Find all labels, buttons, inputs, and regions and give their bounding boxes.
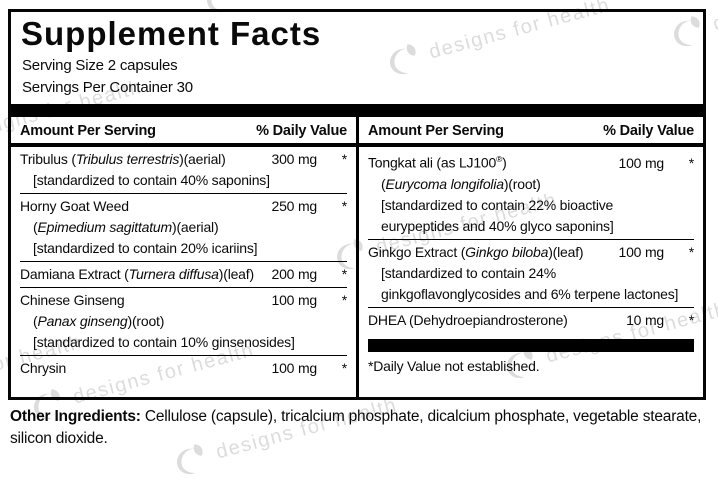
ingredient-detail: (Eurycoma longifolia)(root) <box>381 175 541 192</box>
ingredient-detail: (Panax ginseng)(root) <box>33 313 165 329</box>
ingredient-row: Horny Goat Weed 250 mg * (Epimedium sagitta… <box>20 193 347 261</box>
ingredient-daily-value: * <box>341 151 347 167</box>
watermark-text: designs for health <box>244 0 430 2</box>
daily-value-header: % Daily Value <box>256 123 347 139</box>
ingredient-daily-value: * <box>688 243 694 260</box>
ingredient-daily-value: * <box>341 266 347 282</box>
footnote-divider-bar <box>368 338 694 352</box>
other-ingredients-label: Other Ingredients: <box>10 408 141 425</box>
daily-value-header: % Daily Value <box>603 123 694 139</box>
ingredient-amount: 10 mg <box>626 311 664 328</box>
watermark-text: designs for health <box>710 0 718 36</box>
column-right: Amount Per Serving % Daily Value Tongkat… <box>359 117 703 397</box>
other-ingredients-text: Cellulose (capsule), tricalcium phosphat… <box>10 408 702 447</box>
ingredient-name: Chrysin <box>20 360 67 376</box>
column-left: Amount Per Serving % Daily Value Tribulu… <box>11 117 356 397</box>
ingredient-row: DHEA (Dehydroepiandrosterone) 10 mg * <box>368 306 694 333</box>
amount-per-serving-header: Amount Per Serving <box>368 123 504 139</box>
ingredient-name: Ginkgo Extract (Ginkgo biloba)(leaf) <box>368 243 584 260</box>
ingredient-rows: Tongkat ali (as LJ100®) 100 mg * (Eurycoma … <box>368 147 694 333</box>
ingredient-detail: ginkgoflavonglycosides and 6% terpene la… <box>381 285 679 302</box>
supplement-facts-title: Supplement Facts <box>21 15 322 52</box>
ingredient-row: Chrysin 100 mg * <box>20 355 347 381</box>
servings-per-container: Servings Per Container 30 <box>22 79 193 96</box>
column-divider <box>356 117 359 397</box>
ingredient-detail: (Epimedium sagittatum)(aerial) <box>33 219 219 235</box>
ingredient-name: DHEA (Dehydroepiandrosterone) <box>368 311 568 328</box>
column-header: Amount Per Serving % Daily Value <box>11 117 356 147</box>
daily-value-footnote: *Daily Value not established. <box>368 357 540 374</box>
ingredient-detail: [standardized to contain 20% icariins] <box>33 240 258 256</box>
ingredient-amount: 100 mg <box>271 292 318 308</box>
ingredient-amount: 200 mg <box>271 266 318 282</box>
ingredient-name: Tongkat ali (as LJ100®) <box>368 154 507 171</box>
ingredient-daily-value: * <box>688 154 694 171</box>
ingredient-detail: [standardized to contain 10% ginsenoside… <box>33 334 295 350</box>
ingredient-amount: 100 mg <box>271 360 318 376</box>
ingredient-detail: [standardized to contain 22% bioactive <box>381 196 614 213</box>
ingredient-name: Horny Goat Weed <box>20 198 129 214</box>
ingredient-amount: 250 mg <box>271 198 318 214</box>
serving-size: Serving Size 2 capsules <box>22 57 178 74</box>
other-ingredients: Other Ingredients: Cellulose (capsule), … <box>10 406 704 450</box>
supplement-facts-panel: Supplement Facts Serving Size 2 capsules… <box>8 9 706 400</box>
ingredient-detail: eurypeptides and 40% glyco saponins] <box>381 217 614 234</box>
header-divider-bar <box>11 104 703 117</box>
amount-per-serving-header: Amount Per Serving <box>20 123 156 139</box>
ingredient-rows: Tribulus (Tribulus terrestris)(aerial) 30… <box>20 147 347 381</box>
ingredient-row: Tongkat ali (as LJ100®) 100 mg * (Eurycoma … <box>368 147 694 239</box>
ingredient-row: Ginkgo Extract (Ginkgo biloba)(leaf) 100 … <box>368 238 694 307</box>
ingredient-amount: 100 mg <box>618 154 665 171</box>
ingredient-amount: 300 mg <box>271 151 318 167</box>
ingredient-detail: [standardized to contain 24% <box>381 264 556 281</box>
ingredient-daily-value: * <box>341 292 347 308</box>
ingredient-name: Tribulus (Tribulus terrestris)(aerial) <box>20 151 226 167</box>
ingredient-daily-value: * <box>688 311 694 328</box>
ingredient-row: Tribulus (Tribulus terrestris)(aerial) 30… <box>20 147 347 193</box>
column-header: Amount Per Serving % Daily Value <box>359 117 703 147</box>
ingredients-columns: Amount Per Serving % Daily Value Tribulu… <box>11 117 703 397</box>
ingredient-name: Damiana Extract (Turnera diffusa)(leaf) <box>20 266 254 282</box>
ingredient-row: Damiana Extract (Turnera diffusa)(leaf) 2… <box>20 261 347 287</box>
ingredient-amount: 100 mg <box>618 243 665 260</box>
ingredient-name: Chinese Ginseng <box>20 292 125 308</box>
ingredient-row: Chinese Ginseng 100 mg * (Panax ginseng)(ro… <box>20 287 347 355</box>
ingredient-daily-value: * <box>341 198 347 214</box>
ingredient-daily-value: * <box>341 360 347 376</box>
ingredient-detail: [standardized to contain 40% saponins] <box>33 172 270 188</box>
